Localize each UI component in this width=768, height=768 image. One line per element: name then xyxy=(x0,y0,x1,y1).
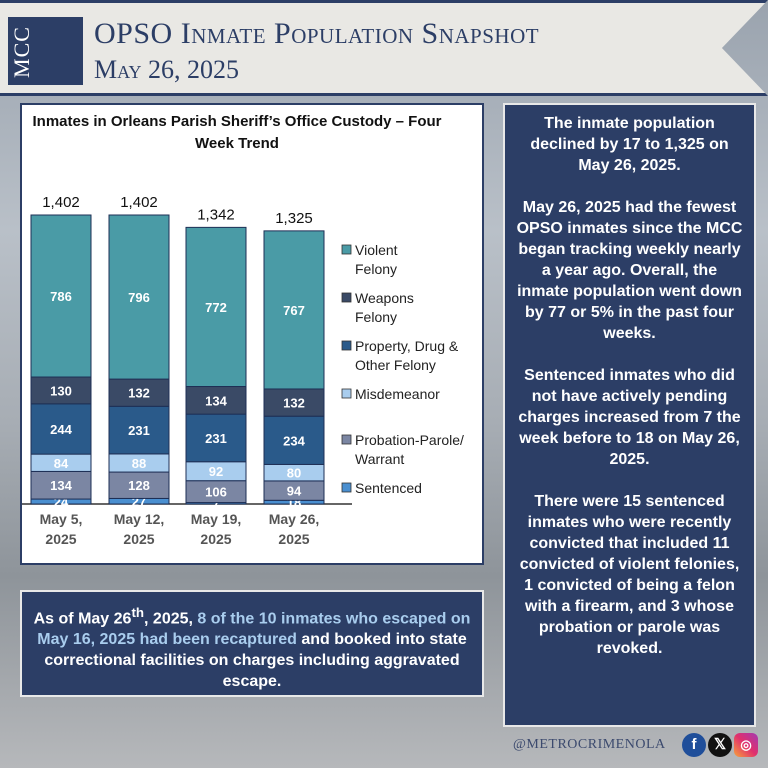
legend-label: Felony xyxy=(355,261,397,277)
data-label: 84 xyxy=(54,456,69,471)
note-highlight: 8 of the 10 inmates who escaped on May 1… xyxy=(37,610,471,649)
x-tick-label: 2025 xyxy=(200,531,231,547)
data-label: 88 xyxy=(132,456,146,471)
legend-swatch xyxy=(341,244,352,255)
x-tick-label: May 19, xyxy=(191,511,242,527)
bar-segment xyxy=(185,226,247,388)
legend-swatch xyxy=(341,340,352,351)
x-tick-label: 2025 xyxy=(45,531,76,547)
bar-segment xyxy=(263,415,325,465)
note-text: and booked into state correctional facil… xyxy=(44,631,467,691)
data-label: 134 xyxy=(205,393,227,408)
legend-swatch xyxy=(341,482,352,493)
instagram-icon[interactable]: ◎ xyxy=(734,733,758,757)
data-label: 786 xyxy=(50,289,72,304)
summary-paragraph: The inmate population declined by 17 to … xyxy=(530,115,729,174)
x-tick-label: May 26, xyxy=(269,511,320,527)
total-label: 1,325 xyxy=(275,210,313,227)
data-label: 796 xyxy=(128,290,150,305)
escape-note: As of May 26th, 2025, 8 of the 10 inmate… xyxy=(20,590,484,697)
legend-swatch xyxy=(341,388,352,399)
data-label: 231 xyxy=(128,423,150,438)
header-banner: MCC OPSO Inmate Population Snapshot May … xyxy=(0,0,768,96)
bar-segment xyxy=(263,230,325,390)
legend-label: Misdemeanor xyxy=(355,386,440,402)
data-label: 234 xyxy=(283,433,305,448)
data-label: 772 xyxy=(205,300,227,315)
data-label: 767 xyxy=(283,303,305,318)
legend-swatch xyxy=(341,434,352,445)
legend-label: Other Felony xyxy=(355,357,436,373)
summary-paragraph: There were 15 sentenced inmates who were… xyxy=(519,493,740,657)
total-label: 1,402 xyxy=(42,194,80,211)
data-label: 244 xyxy=(50,422,72,437)
data-label: 132 xyxy=(128,386,150,401)
bar-segment xyxy=(185,386,247,415)
legend-label: Probation-Parole/ xyxy=(355,432,464,448)
page-date: May 26, 2025 xyxy=(94,55,239,84)
bar-segment xyxy=(30,470,92,500)
data-label: 130 xyxy=(50,383,72,398)
legend-label: Warrant xyxy=(355,451,404,467)
bar-segment xyxy=(263,388,325,417)
data-label: 134 xyxy=(50,478,72,493)
data-label: 106 xyxy=(205,485,227,500)
page-title: OPSO Inmate Population Snapshot xyxy=(94,17,540,50)
facebook-icon[interactable]: f xyxy=(682,733,706,757)
total-label: 1,342 xyxy=(197,206,235,223)
bar-segment xyxy=(108,471,170,499)
x-tick-label: 2025 xyxy=(278,531,309,547)
bar-segment xyxy=(108,214,170,380)
data-label: 80 xyxy=(287,466,301,481)
data-label: 231 xyxy=(205,431,227,446)
note-text: , 2025, xyxy=(144,610,198,628)
data-label: 94 xyxy=(287,484,302,499)
bar-segment xyxy=(30,214,92,378)
x-tick-label: 2025 xyxy=(123,531,154,547)
x-tick-label: May 12, xyxy=(114,511,165,527)
legend-label: Violent xyxy=(355,242,398,258)
legend-label: Felony xyxy=(355,309,397,325)
summary-paragraph: Sentenced inmates who did not have activ… xyxy=(518,367,741,468)
legend-label: Sentenced xyxy=(355,480,422,496)
bar-segment xyxy=(108,405,170,455)
note-sup: th xyxy=(131,605,145,620)
data-label: 92 xyxy=(209,464,223,479)
x-tick-label: May 5, xyxy=(40,511,83,527)
summary-paragraph: May 26, 2025 had the fewest OPSO inmates… xyxy=(516,199,743,342)
chart-container: Inmates in Orleans Parish Sheriff’s Offi… xyxy=(20,103,484,565)
data-label: 132 xyxy=(283,396,305,411)
data-label: 7 xyxy=(212,496,219,511)
bar-segment xyxy=(30,403,92,455)
total-label: 1,402 xyxy=(120,194,158,211)
chart-title: Inmates in Orleans Parish Sheriff’s Offi… xyxy=(32,113,442,152)
bar-segment xyxy=(185,413,247,463)
legend-label: Property, Drug & xyxy=(355,338,459,354)
social-handle[interactable]: @METROCRIMENOLA xyxy=(513,737,666,752)
legend-label: Weapons xyxy=(355,290,414,306)
legend-swatch xyxy=(341,292,352,303)
data-label: 128 xyxy=(128,478,150,493)
mcc-logo: MCC xyxy=(8,17,83,85)
summary-panel: The inmate population declined by 17 to … xyxy=(503,103,756,727)
note-text: As of May 26 xyxy=(33,610,132,628)
x-icon[interactable]: 𝕏 xyxy=(708,733,732,757)
